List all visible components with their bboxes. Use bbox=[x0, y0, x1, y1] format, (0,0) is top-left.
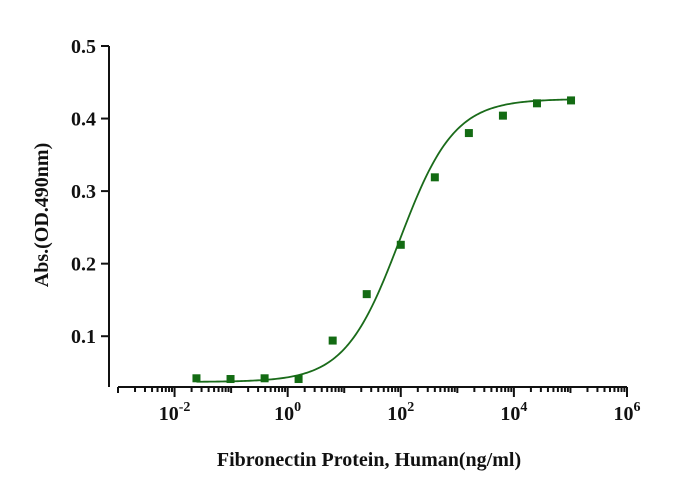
x-tick-label: 10-2 bbox=[159, 400, 191, 425]
fit-curve-group bbox=[196, 98, 572, 383]
data-point bbox=[396, 240, 405, 249]
y-tick-label: 0.1 bbox=[71, 326, 96, 348]
data-point bbox=[498, 111, 507, 120]
data-point bbox=[362, 290, 371, 299]
data-point bbox=[567, 96, 576, 105]
x-tick-label: 100 bbox=[274, 400, 301, 425]
data-points bbox=[192, 96, 576, 384]
ticks: 0.1 0.2 0.3 0.4 0.5 10-2 100 102 104 106 bbox=[71, 36, 641, 425]
y-tick-label: 0.4 bbox=[71, 109, 96, 131]
y-axis-title: Abs.(OD.490nm) bbox=[31, 143, 53, 287]
x-tick-label: 104 bbox=[500, 400, 527, 425]
data-point bbox=[464, 129, 473, 138]
y-tick-label: 0.5 bbox=[71, 36, 96, 58]
data-point bbox=[226, 375, 235, 384]
y-tick-label: 0.3 bbox=[71, 181, 96, 203]
data-point bbox=[192, 374, 201, 383]
data-point bbox=[294, 375, 303, 384]
x-tick-label: 102 bbox=[387, 400, 414, 425]
data-point bbox=[328, 336, 337, 345]
data-point bbox=[260, 374, 269, 383]
data-point bbox=[430, 173, 439, 182]
x-tick-label: 106 bbox=[614, 400, 641, 425]
x-axis-title: Fibronectin Protein, Human(ng/ml) bbox=[217, 449, 521, 471]
fit-curve bbox=[196, 98, 572, 383]
y-tick-label: 0.2 bbox=[71, 254, 96, 276]
data-point bbox=[532, 99, 541, 108]
axes bbox=[108, 46, 627, 388]
